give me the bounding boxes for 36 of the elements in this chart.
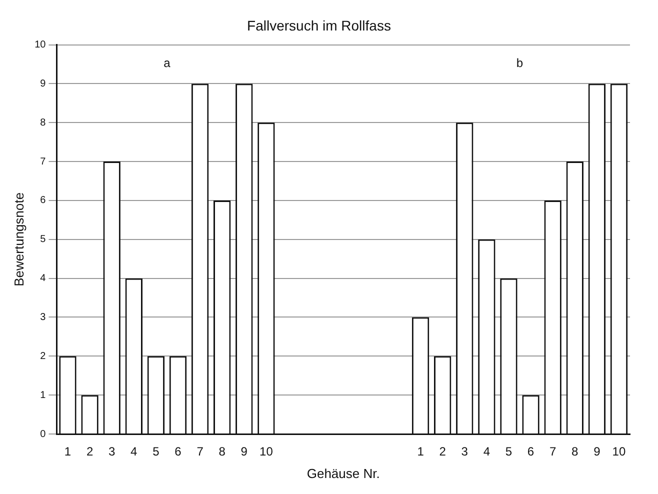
x-tick-label: 8 bbox=[572, 444, 579, 459]
y-tick-label: 3 bbox=[40, 312, 46, 323]
x-tick-label: 3 bbox=[108, 444, 116, 459]
y-tick-label: 2 bbox=[40, 350, 46, 362]
y-tick-label: 5 bbox=[40, 234, 46, 246]
y-tick-label: 9 bbox=[40, 78, 46, 90]
x-tick-label: 5 bbox=[505, 444, 512, 459]
y-tick-label: 7 bbox=[40, 156, 46, 168]
y-tick-label: 10 bbox=[34, 40, 46, 51]
x-tick-label: 7 bbox=[549, 444, 556, 459]
x-tick-label: 5 bbox=[152, 444, 160, 459]
y-tick-label: 6 bbox=[40, 195, 46, 206]
x-tick-label: 6 bbox=[174, 444, 182, 459]
x-tick-label: 1 bbox=[64, 444, 72, 459]
x-tick-label: 4 bbox=[130, 444, 138, 459]
x-tick-label: 10 bbox=[260, 444, 274, 459]
y-tick-label: 4 bbox=[40, 273, 46, 284]
y-tick-label: 8 bbox=[40, 117, 46, 128]
y-tick-label: 0 bbox=[40, 428, 46, 440]
x-tick-label: 10 bbox=[612, 444, 626, 459]
x-tick-label: 3 bbox=[461, 444, 468, 459]
y-tick-label: 1 bbox=[40, 390, 46, 401]
x-tick-label: 6 bbox=[527, 444, 534, 459]
y-axis-title: Bewertungsnote bbox=[11, 192, 26, 286]
x-tick-label: 9 bbox=[594, 444, 601, 459]
x-tick-label: 4 bbox=[483, 444, 490, 459]
x-axis-title: Gehäuse Nr. bbox=[306, 466, 380, 481]
x-tick-label: 1 bbox=[417, 444, 424, 459]
x-tick-label: 7 bbox=[196, 444, 204, 459]
x-tick-label: 9 bbox=[240, 444, 248, 459]
annotation: b bbox=[516, 56, 524, 70]
x-tick-label: 2 bbox=[439, 444, 446, 459]
x-tick-label: 8 bbox=[218, 444, 226, 459]
annotation: a bbox=[164, 56, 171, 70]
chart-title: Fallversuch im Rollfass bbox=[247, 17, 391, 34]
x-tick-label: 2 bbox=[86, 444, 94, 459]
